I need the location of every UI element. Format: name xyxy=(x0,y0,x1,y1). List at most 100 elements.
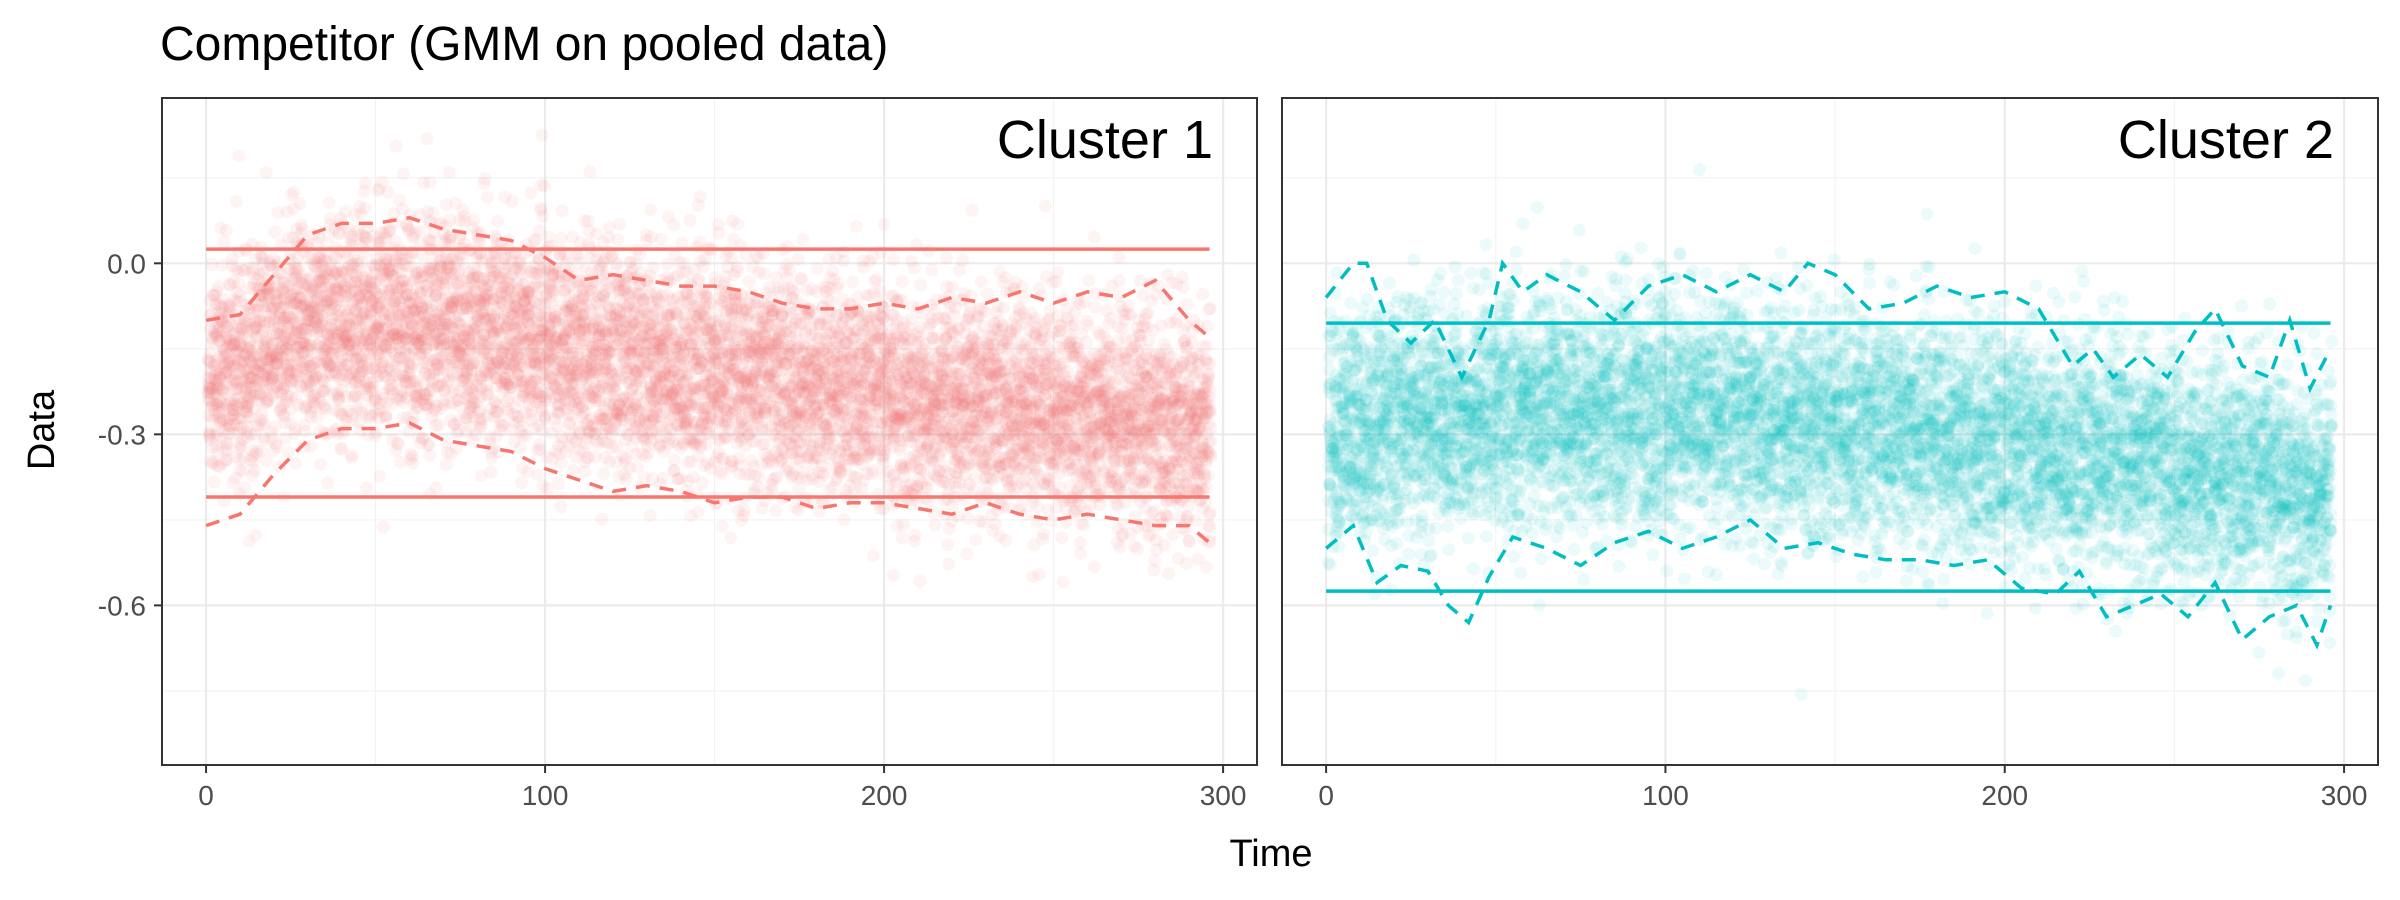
data-point xyxy=(251,303,265,317)
data-point xyxy=(224,372,238,386)
data-point xyxy=(252,387,266,400)
data-point xyxy=(236,263,250,277)
data-point xyxy=(249,378,263,392)
data-point xyxy=(252,267,266,281)
data-point xyxy=(253,413,267,427)
data-point xyxy=(223,300,237,314)
data-point xyxy=(228,396,241,410)
data-point xyxy=(554,500,568,514)
data-point xyxy=(244,344,258,357)
data-point xyxy=(213,334,227,348)
data-point xyxy=(246,388,260,402)
data-point xyxy=(730,264,744,278)
data-point xyxy=(695,476,709,490)
data-point xyxy=(422,438,436,452)
data-point xyxy=(210,397,224,411)
data-point xyxy=(360,481,373,495)
data-point xyxy=(238,375,251,389)
data-point xyxy=(227,417,241,431)
data-point xyxy=(253,376,266,390)
data-point xyxy=(242,340,256,354)
data-point xyxy=(376,520,390,534)
data-point xyxy=(257,430,271,444)
data-point xyxy=(207,413,221,427)
data-point xyxy=(248,427,262,441)
data-point xyxy=(205,306,219,320)
data-point xyxy=(241,398,255,412)
data-point xyxy=(247,277,261,291)
data-point xyxy=(742,275,756,289)
data-point xyxy=(578,464,592,478)
data-point xyxy=(242,376,256,390)
data-point xyxy=(249,375,263,389)
data-point xyxy=(203,371,217,385)
data-point xyxy=(223,332,237,346)
data-point xyxy=(227,337,241,351)
data-point xyxy=(432,418,446,432)
data-point xyxy=(693,190,707,204)
data-point xyxy=(237,481,251,495)
data-point xyxy=(248,362,262,376)
data-point xyxy=(247,282,261,296)
data-point xyxy=(220,415,234,429)
data-point xyxy=(243,370,257,384)
data-point xyxy=(216,382,230,396)
data-point xyxy=(254,444,268,458)
data-point xyxy=(252,394,266,408)
data-point xyxy=(381,185,395,199)
data-point xyxy=(220,330,234,343)
data-point xyxy=(226,373,240,387)
data-point xyxy=(238,364,252,378)
data-point xyxy=(245,372,259,385)
data-point xyxy=(220,320,233,334)
data-point xyxy=(213,411,227,424)
data-point xyxy=(260,331,274,345)
data-point xyxy=(207,475,221,489)
data-point xyxy=(217,349,231,363)
data-point xyxy=(683,213,697,227)
data-point xyxy=(234,439,248,453)
data-point xyxy=(250,364,264,378)
data-point xyxy=(554,456,568,470)
data-point xyxy=(231,264,245,278)
data-point xyxy=(237,450,251,464)
data-point xyxy=(223,403,237,417)
data-point xyxy=(246,468,260,482)
grid xyxy=(162,98,1257,765)
data-point xyxy=(230,286,244,300)
data-point xyxy=(405,457,419,471)
data-point xyxy=(230,376,244,390)
data-point xyxy=(233,338,247,352)
data-point xyxy=(207,288,221,302)
data-point xyxy=(229,412,243,426)
data-point xyxy=(420,132,434,146)
chart-title: Competitor (GMM on pooled data) xyxy=(160,18,888,71)
data-point xyxy=(228,392,242,406)
data-point xyxy=(492,445,506,459)
data-point xyxy=(236,353,250,367)
data-point xyxy=(242,372,256,386)
data-point xyxy=(218,366,232,380)
data-point xyxy=(251,298,265,312)
data-point xyxy=(513,441,527,455)
data-point xyxy=(227,359,241,373)
data-point xyxy=(796,232,810,246)
data-point xyxy=(210,459,224,473)
data-point xyxy=(260,352,274,365)
data-point xyxy=(237,316,251,330)
data-point xyxy=(226,403,240,417)
data-point xyxy=(235,323,249,337)
data-point xyxy=(233,294,247,308)
data-point xyxy=(226,399,240,413)
data-point xyxy=(219,223,233,237)
data-point xyxy=(217,413,230,427)
data-point xyxy=(595,512,609,526)
data-point xyxy=(229,450,243,464)
data-point xyxy=(691,505,705,519)
data-point xyxy=(253,314,267,328)
data-point xyxy=(225,365,239,379)
data-point xyxy=(240,381,254,394)
data-point xyxy=(217,360,231,374)
data-point xyxy=(737,508,751,522)
data-point xyxy=(203,433,217,447)
